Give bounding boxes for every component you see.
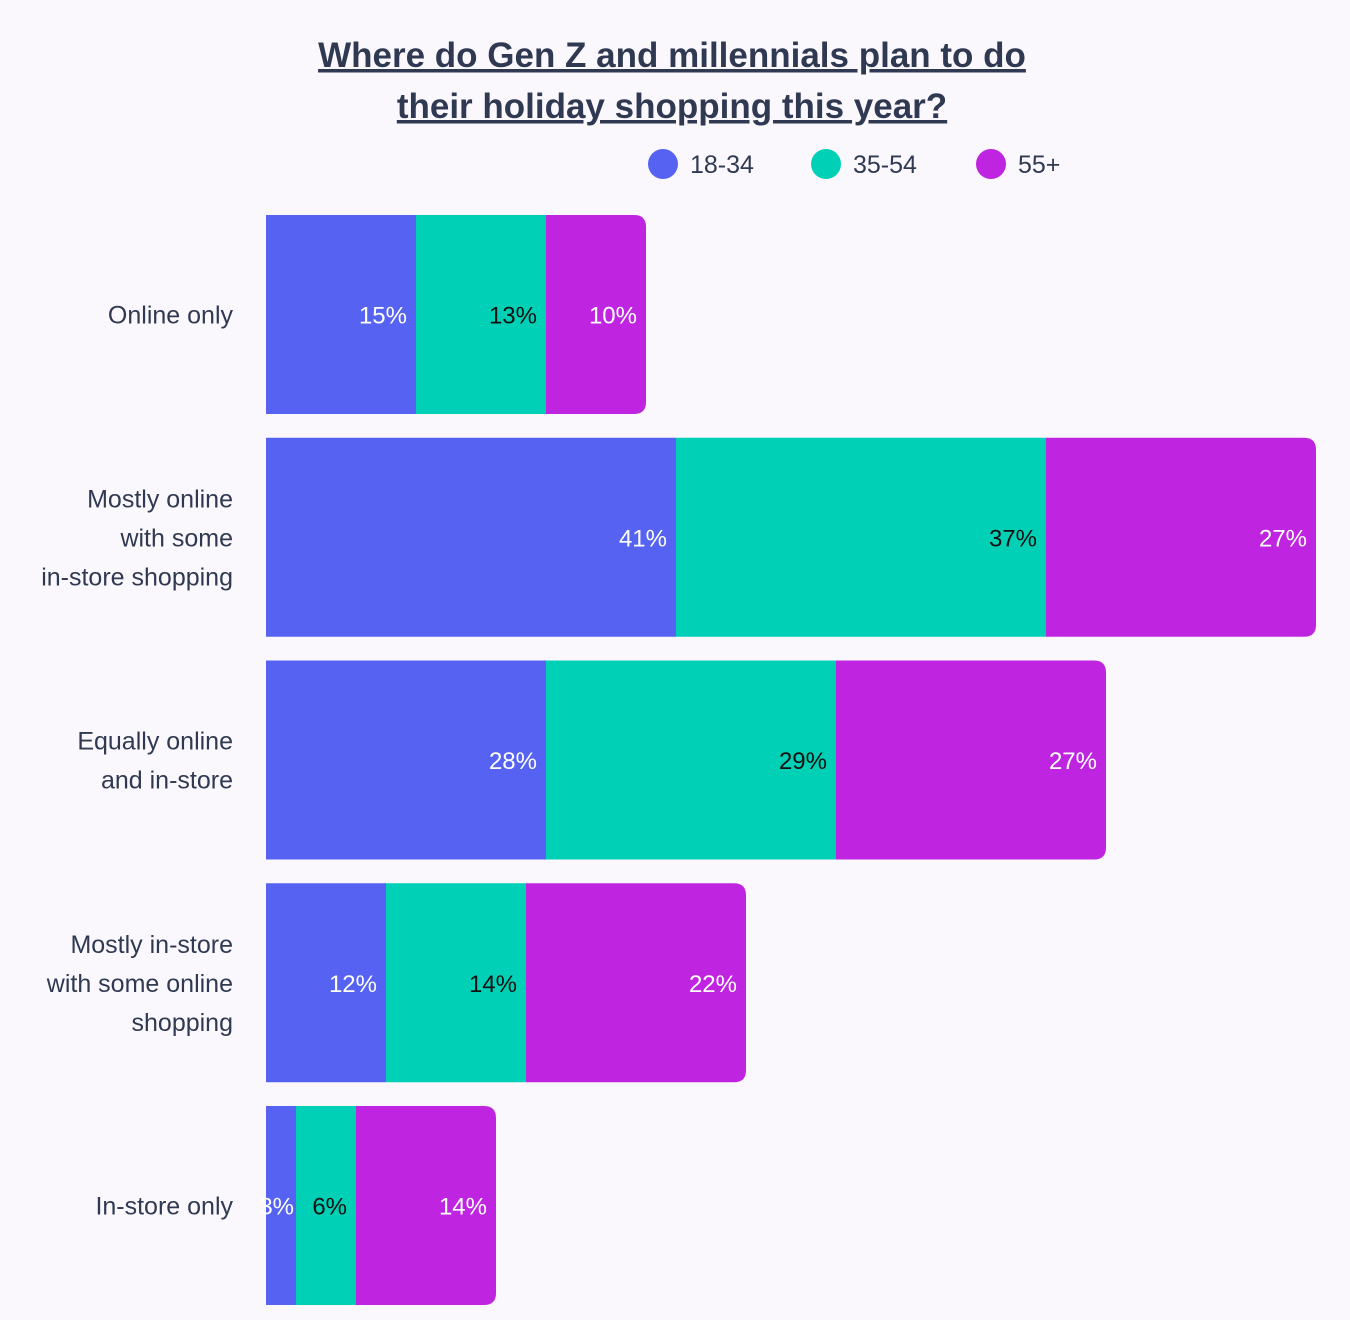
chart-title: Where do Gen Z and millennials plan to d…: [318, 36, 1026, 126]
data-label-18-34: 28%: [489, 748, 537, 775]
bar-segment-35-54: [296, 1106, 356, 1305]
data-label-55+: 10%: [589, 303, 637, 330]
data-label-18-34: 3%: [259, 1194, 294, 1221]
legend: 18-34 35-54 55+: [648, 149, 1060, 179]
bar-segment-35-54: [546, 660, 836, 860]
data-label-35-54: 13%: [489, 303, 537, 330]
data-label-18-34: 15%: [359, 303, 407, 330]
category-label: shopping: [132, 1009, 233, 1037]
bar-segment-55+: [356, 1106, 496, 1305]
data-label-55+: 27%: [1049, 748, 1097, 775]
chart-title-line-1: Where do Gen Z and millennials plan to d…: [318, 36, 1026, 75]
data-label-55+: 14%: [439, 1194, 487, 1221]
category-label: with some: [119, 524, 233, 552]
category-label: Online only: [108, 302, 234, 330]
legend-swatch-55+: [976, 149, 1006, 179]
data-label-35-54: 37%: [989, 525, 1037, 552]
data-label-18-34: 12%: [329, 971, 377, 998]
legend-swatch-18-34: [648, 149, 678, 179]
category-label: with some online: [46, 970, 233, 998]
data-label-35-54: 29%: [779, 748, 827, 775]
data-label-55+: 27%: [1259, 525, 1307, 552]
bar-segment-35-54: [676, 437, 1046, 637]
legend-swatch-35-54: [811, 149, 841, 179]
data-label-35-54: 14%: [469, 971, 517, 998]
bar-segment-55+: [836, 660, 1106, 860]
bars: 15% 13% 10% 41% 37% 27% 28% 29% 27% 12% 14% 22% 3% 6%…: [259, 215, 1316, 1305]
legend-label-35-54: 35-54: [853, 151, 917, 179]
bar-segment-55+: [546, 215, 646, 414]
bar-segment-18-34: [266, 1106, 296, 1305]
bar-segment-18-34: [266, 437, 676, 637]
bar-segment-18-34: [266, 660, 546, 860]
category-label: and in-store: [101, 767, 233, 795]
data-label-18-34: 41%: [619, 525, 667, 552]
bar-segment-35-54: [386, 883, 526, 1083]
legend-label-55+: 55+: [1018, 151, 1060, 179]
bar-segment-18-34: [266, 215, 416, 414]
category-label: In-store only: [95, 1193, 233, 1221]
data-label-55+: 22%: [689, 971, 737, 998]
chart-title-line-2: their holiday shopping this year?: [397, 87, 947, 126]
bar-segment-55+: [1046, 437, 1316, 637]
category-label: Equally online: [77, 728, 233, 756]
data-label-35-54: 6%: [312, 1194, 347, 1221]
category-labels: Online only Mostly online with some in-stor…: [41, 302, 233, 1221]
category-label: Mostly in-store: [70, 931, 233, 959]
legend-label-18-34: 18-34: [690, 151, 754, 179]
bar-segment-35-54: [416, 215, 546, 414]
category-label: Mostly online: [87, 485, 233, 513]
category-label: in-store shopping: [41, 563, 233, 591]
bar-segment-18-34: [266, 883, 386, 1083]
bar-segment-55+: [526, 883, 746, 1083]
